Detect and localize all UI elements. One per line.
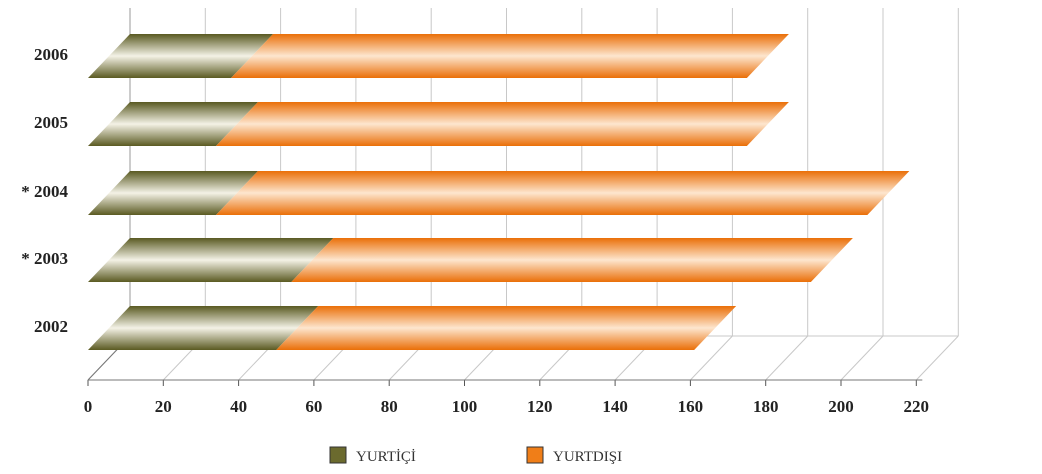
- category-label: 2006: [34, 45, 68, 64]
- grid-line-floor: [840, 335, 884, 381]
- x-tick-label: 60: [305, 397, 322, 416]
- x-tick-label: 100: [452, 397, 478, 416]
- x-tick-label: 220: [904, 397, 930, 416]
- x-tick-label: 140: [602, 397, 628, 416]
- category-label: * 2003: [21, 249, 68, 268]
- legend-swatch-yurtdisi: [526, 446, 544, 464]
- x-tick-label: 80: [381, 397, 398, 416]
- category-label: 2005: [34, 113, 68, 132]
- bar-segment-yurtici: [88, 171, 259, 215]
- bars: [88, 34, 910, 350]
- legend-swatch-yurtici: [329, 446, 347, 464]
- x-tick-label: 200: [828, 397, 854, 416]
- x-tick-label: 0: [84, 397, 93, 416]
- grid-line-floor: [765, 335, 809, 381]
- grid-line-floor: [915, 335, 959, 381]
- bar-segment-yurtdisi: [216, 171, 910, 215]
- category-label: 2002: [34, 317, 68, 336]
- x-tick-label: 20: [155, 397, 172, 416]
- legend: YURTİÇİ YURTDIŞI: [329, 446, 622, 465]
- bar-segment-yurtici: [88, 306, 319, 350]
- legend-label-yurtici: YURTİÇİ: [356, 449, 416, 465]
- bar-segment-yurtdisi: [231, 34, 789, 78]
- bar-segment-yurtici: [88, 102, 259, 146]
- x-tick-label: 40: [230, 397, 247, 416]
- bar-segment-yurtici: [88, 238, 334, 282]
- bar-segment-yurtdisi: [291, 238, 853, 282]
- legend-label-yurtdisi: YURTDIŞI: [553, 449, 622, 465]
- bar-segment-yurtdisi: [216, 102, 789, 146]
- category-labels: 2006 2005 * 2004 * 2003 2002: [21, 45, 68, 336]
- grid-line-floor: [690, 335, 733, 381]
- bar-segment-yurtici: [88, 34, 274, 78]
- bar-segment-yurtdisi: [276, 306, 737, 350]
- x-tick-label: 120: [527, 397, 553, 416]
- category-label: * 2004: [21, 182, 68, 201]
- x-tick-label: 180: [753, 397, 779, 416]
- x-tick-label: 160: [678, 397, 704, 416]
- x-axis-tick-labels: 0 20 40 60 80 100 120 140 160 180 200 220: [84, 397, 929, 416]
